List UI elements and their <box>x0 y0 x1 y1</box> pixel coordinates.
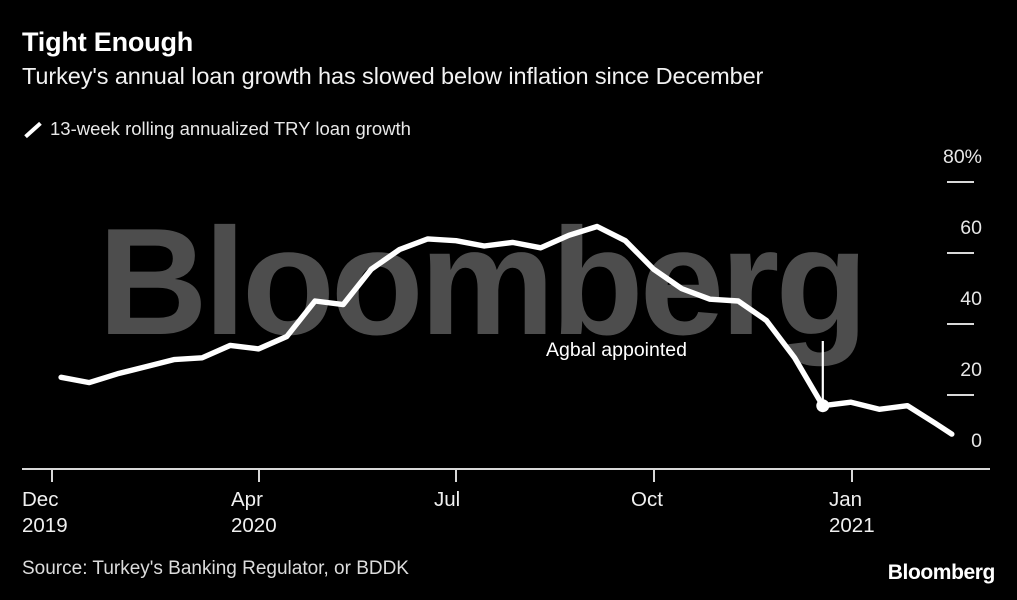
x-axis-year-2021: 2021 <box>829 514 875 538</box>
annotation-marker-dot <box>816 399 830 413</box>
x-axis-label-oct: Oct <box>631 487 663 513</box>
chart-title: Tight Enough <box>22 27 194 57</box>
y-axis-label-20: 20 <box>960 359 982 381</box>
diagonal-line-icon <box>22 119 42 139</box>
x-axis-label-jan: Jan 2021 <box>829 487 875 539</box>
x-axis-tick-mark-dec <box>51 470 53 482</box>
x-axis-month-apr: Apr <box>231 488 263 511</box>
x-axis-label-apr: Apr 2020 <box>231 487 277 539</box>
y-axis-label-40: 40 <box>960 288 982 310</box>
x-axis-tick-mark-oct <box>653 470 655 482</box>
x-axis-tick-mark-apr <box>258 470 260 482</box>
source-note: Source: Turkey's Banking Regulator, or B… <box>22 558 409 579</box>
x-axis-tick-mark-jan <box>851 470 853 482</box>
y-axis-dash-80 <box>947 181 974 183</box>
x-axis-line <box>22 468 990 470</box>
chart-subtitle: Turkey's annual loan growth has slowed b… <box>22 63 764 89</box>
x-axis-label-dec: Dec 2019 <box>22 487 68 539</box>
x-axis-year-2019: 2019 <box>22 514 68 538</box>
y-axis-label-80: 80% <box>942 146 982 168</box>
x-axis-month-oct: Oct <box>631 488 663 511</box>
annotation-label: Agbal appointed <box>546 339 687 361</box>
x-axis-month-jan: Jan <box>829 488 863 511</box>
y-axis-dash-40 <box>947 323 974 325</box>
bloomberg-watermark: Bloomberg <box>98 197 868 367</box>
x-axis-year-2020: 2020 <box>231 514 277 538</box>
chart-legend: 13-week rolling annualized TRY loan grow… <box>22 117 411 141</box>
y-axis-label-60: 60 <box>960 217 982 239</box>
y-axis-dash-20 <box>947 394 974 396</box>
x-axis-tick-mark-jul <box>455 470 457 482</box>
x-axis-month-jul: Jul <box>434 488 461 511</box>
y-axis-dash-60 <box>947 252 974 254</box>
y-axis-label-0: 0 <box>971 430 982 452</box>
x-axis-month-dec: Dec <box>22 488 59 511</box>
legend-series-label: 13-week rolling annualized TRY loan grow… <box>50 118 411 139</box>
bloomberg-logo: Bloomberg <box>887 561 996 584</box>
x-axis-label-jul: Jul <box>434 487 460 513</box>
